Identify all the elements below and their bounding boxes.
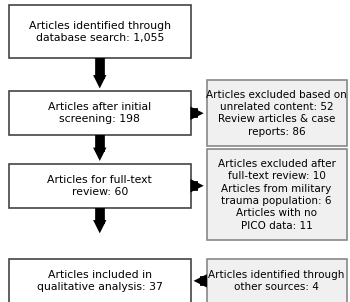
Text: Articles for full-text
review: 60: Articles for full-text review: 60 xyxy=(47,175,152,197)
Bar xyxy=(9,5,191,58)
Bar xyxy=(206,80,346,146)
Bar xyxy=(9,92,191,135)
Text: Articles identified through
database search: 1,055: Articles identified through database sea… xyxy=(29,21,171,43)
Bar xyxy=(9,164,191,208)
Bar xyxy=(206,149,346,240)
Text: Articles included in
qualitative analysis: 37: Articles included in qualitative analysi… xyxy=(37,270,163,292)
Bar xyxy=(206,259,346,302)
Text: Articles excluded after
full-text review: 10
Articles from military
trauma popul: Articles excluded after full-text review… xyxy=(218,159,335,231)
Text: Articles identified through
other sources: 4: Articles identified through other source… xyxy=(208,270,345,292)
Bar xyxy=(9,259,191,302)
Text: Articles excluded based on
unrelated content: 52
Review articles & case
reports:: Articles excluded based on unrelated con… xyxy=(206,90,347,137)
Text: Articles after initial
screening: 198: Articles after initial screening: 198 xyxy=(48,102,151,124)
